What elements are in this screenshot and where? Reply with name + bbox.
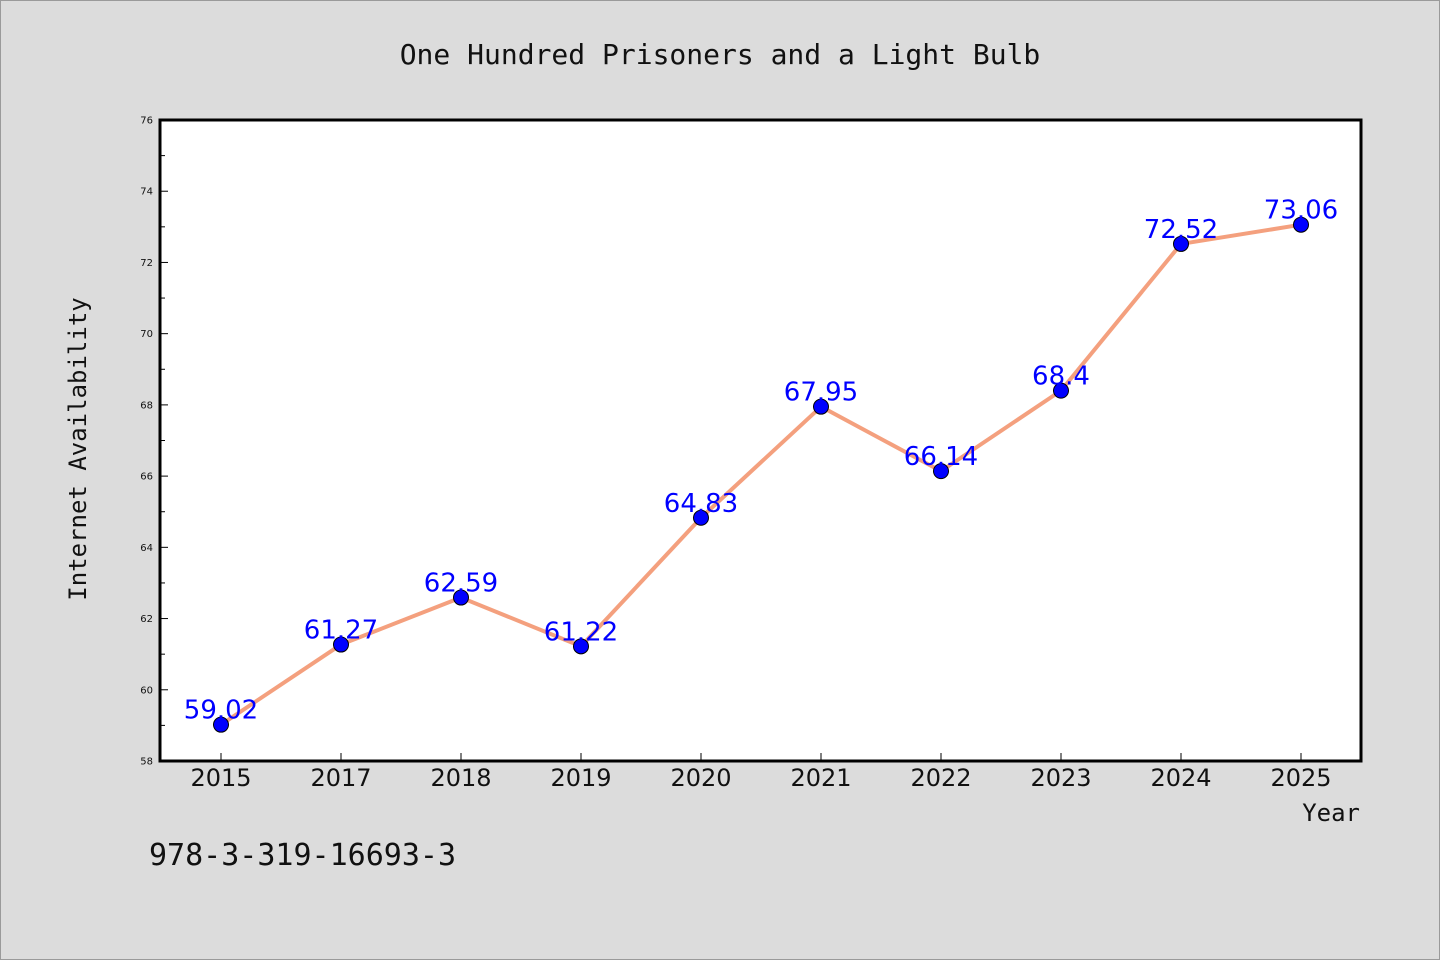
- x-axis-label: Year: [1302, 799, 1360, 827]
- data-label: 61.27: [304, 616, 378, 646]
- data-point: [213, 716, 229, 733]
- x-tick-label: 2015: [190, 764, 251, 792]
- x-tick-label: 2017: [310, 764, 371, 792]
- data-label: 73.06: [1264, 196, 1338, 226]
- data-point: [573, 638, 589, 655]
- data-label: 72.52: [1144, 215, 1218, 245]
- series-group: 59.02 61.27 62.59 61.22 64.83 67.95 66.14 68.4 7…: [184, 196, 1338, 733]
- series-line: [219, 222, 1303, 727]
- y-tick-label: 76: [140, 116, 153, 127]
- x-tick-label: 2024: [1150, 764, 1211, 792]
- data-point: [813, 398, 829, 415]
- y-tick-label: 74: [140, 187, 153, 198]
- data-point: [453, 589, 469, 606]
- data-label: 62.59: [424, 569, 498, 599]
- data-point: [1053, 382, 1069, 399]
- data-point: [933, 463, 949, 480]
- data-label: 61.22: [544, 617, 618, 647]
- isbn-label: 978-3-319-16693-3: [149, 838, 456, 873]
- x-tick-label: 2023: [1030, 764, 1091, 792]
- x-tick-label: 2022: [910, 764, 971, 792]
- y-tick-label: 66: [140, 472, 153, 483]
- data-point: [1173, 235, 1189, 252]
- data-point: [333, 636, 349, 653]
- y-axis: 58 60 62 64 66 68 70 72 74 76: [140, 116, 168, 768]
- x-tick-label: 2019: [550, 764, 611, 792]
- data-label: 66.14: [904, 442, 978, 472]
- x-axis: 2015 2017 2018 2019 2020 2021 2022 2023 2024 2025: [190, 753, 1332, 792]
- y-tick-label: 58: [140, 757, 153, 768]
- y-tick-label: 68: [140, 400, 153, 411]
- data-point: [1293, 216, 1309, 233]
- x-tick-label: 2020: [670, 764, 731, 792]
- x-tick-label: 2018: [430, 764, 491, 792]
- y-tick-label: 62: [140, 614, 153, 625]
- data-label: 68.4: [1032, 362, 1090, 392]
- x-tick-label: 2025: [1270, 764, 1331, 792]
- data-label: 64.83: [664, 489, 738, 519]
- y-tick-label: 70: [140, 329, 153, 340]
- plot-area: [158, 118, 1363, 763]
- data-label: 67.95: [784, 378, 858, 408]
- y-tick-label: 64: [140, 543, 153, 554]
- data-label: 59.02: [184, 696, 258, 726]
- x-tick-label: 2021: [790, 764, 851, 792]
- y-tick-label: 60: [140, 685, 153, 696]
- chart-title: One Hundred Prisoners and a Light Bulb: [400, 38, 1041, 71]
- y-tick-label: 72: [140, 258, 153, 269]
- data-point: [693, 509, 709, 526]
- y-axis-label: Internet Availability: [64, 297, 92, 600]
